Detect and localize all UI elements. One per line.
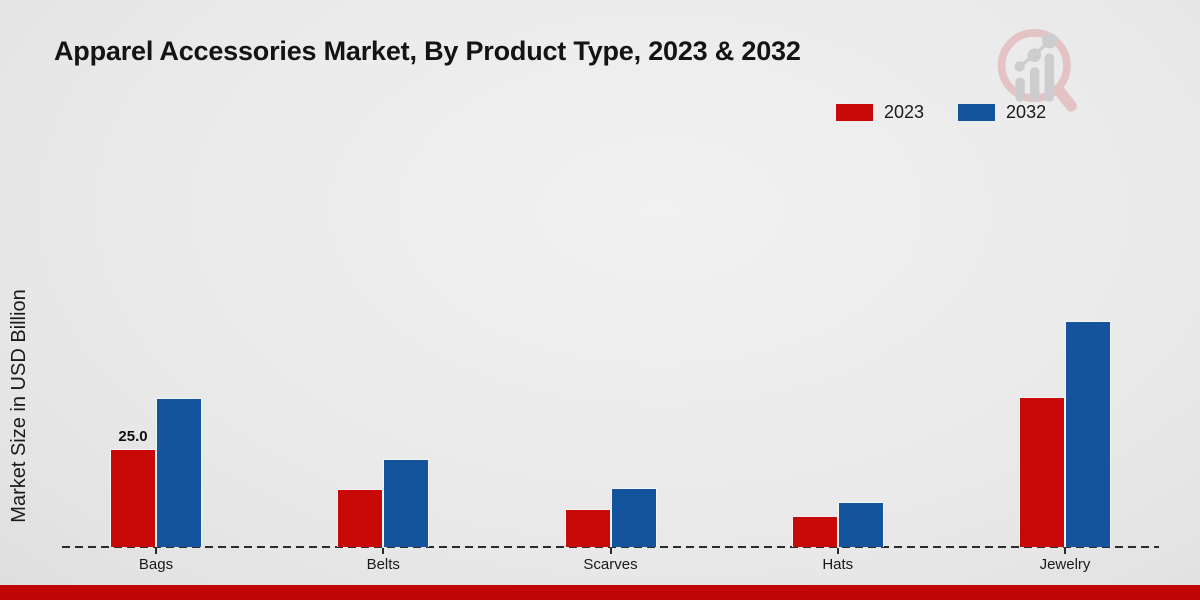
footer-bar: [0, 585, 1200, 600]
bar-belts-2023: [337, 488, 384, 547]
logo-bar-small: [1015, 77, 1025, 102]
logo-trend-dot-2: [1027, 48, 1042, 63]
bar-scarves-2023: [564, 509, 611, 547]
category-label-scarves: Scarves: [583, 556, 638, 573]
x-axis-tick-jewelry: [1064, 548, 1066, 554]
market-research-magnifier-logo: [997, 29, 1077, 112]
x-axis-tick-scarves: [609, 548, 612, 554]
logo-trend-dot-3: [1042, 32, 1058, 49]
logo-trend-dot-1: [1014, 61, 1025, 72]
logo-bar-mid: [1029, 67, 1040, 102]
x-axis-tick-hats: [836, 548, 839, 554]
x-axis-tick-belts: [382, 548, 385, 554]
bar-bags-2032: [156, 398, 202, 547]
legend: 2023 2032: [836, 102, 1046, 123]
bar-jewelry-2023: [1019, 397, 1065, 547]
bar-bags-2023: [110, 449, 156, 547]
legend-label-2023: 2023: [884, 102, 925, 122]
legend-swatch-2032: [958, 104, 996, 121]
bar-hats-2023: [791, 515, 838, 547]
bar-belts-2032: [383, 459, 430, 547]
legend-label-2032: 2032: [1006, 102, 1047, 122]
category-label-jewelry: Jewelry: [1039, 556, 1091, 573]
legend-item-2032: 2032: [958, 102, 1046, 123]
bar-scarves-2032: [610, 488, 657, 547]
category-label-hats: Hats: [822, 556, 854, 573]
x-axis-baseline: [62, 546, 1159, 548]
logo-handle: [1052, 84, 1077, 112]
bar-jewelry-2032: [1065, 320, 1111, 547]
chart-title: Apparel Accessories Market, By Product T…: [54, 36, 801, 66]
legend-swatch-2023: [836, 104, 873, 121]
bar-value-label-bags-2023: 25.0: [118, 428, 148, 445]
x-axis-tick-bags: [155, 548, 157, 554]
bar-hats-2032: [837, 501, 884, 547]
legend-item-2023: 2023: [836, 102, 924, 123]
category-label-bags: Bags: [138, 556, 174, 573]
category-label-belts: Belts: [366, 556, 400, 573]
logo-bar-tall: [1044, 53, 1055, 102]
